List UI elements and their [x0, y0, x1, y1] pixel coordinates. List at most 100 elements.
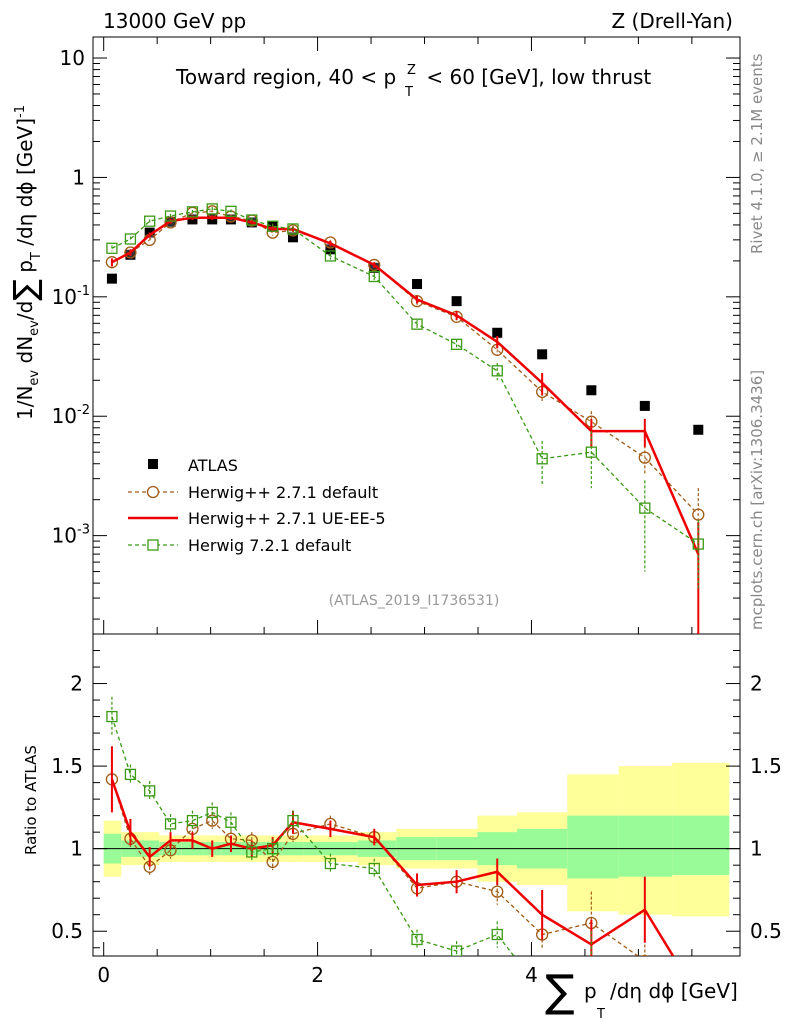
ratio-tick-label-right: 1.5: [750, 754, 782, 778]
ratio-line-herwig-7-2-1-default: [111, 716, 515, 956]
x-axis-title: ∑ p T /dη dϕ [GeV]: [545, 966, 738, 1022]
data-point-atlas: [412, 279, 423, 290]
data-point-atlas: [639, 400, 650, 411]
ratio-plot-frame: [92, 633, 741, 957]
y-tick-label: 10: [60, 46, 85, 70]
plot-title: Toward region, 40 < p Z T < 60 [GeV], lo…: [175, 63, 651, 100]
ratio-tick-label-right: 1: [750, 837, 763, 861]
data-point-herwig-7-2-1-default: [692, 538, 704, 550]
data-point-atlas: [537, 349, 548, 360]
x-axis-title-rest: /dη dϕ [GeV]: [610, 979, 738, 1003]
data-point-herwig-7-2-1-default: [267, 220, 279, 232]
x-tick-label: 0: [97, 963, 110, 987]
ratio-tick-label: 1.5: [51, 754, 83, 778]
plot-title-text: Toward region, 40 < p: [175, 65, 396, 89]
data-point-atlas: [693, 424, 704, 435]
ratio-point-herwig-7-2-1-default: [225, 816, 237, 828]
ratio-point-herwig-7-2-1-default: [586, 959, 596, 969]
data-point-herwig-7-2-1-default: [491, 365, 503, 377]
data-point-herwig-7-2-1-default: [450, 338, 463, 350]
data-point-herwig-2-7-1-default: [692, 508, 705, 521]
legend-marker-herwig-271-default: [146, 485, 160, 499]
legend-marker-herwig-721: [147, 539, 159, 551]
legend-entry-ue-ee-5: Herwig++ 2.7.1 UE-EE-5: [128, 509, 386, 528]
ratio-point-herwig-7-2-1-default: [450, 945, 463, 956]
x-axis-title-sub: T: [596, 1007, 605, 1022]
ratio-point-herwig-7-2-1-default: [287, 814, 299, 827]
band-inner-bin: [618, 815, 673, 877]
ratio-point-herwig-7-2-1-default: [324, 857, 337, 870]
data-point-herwig-2-7-1-default: [638, 451, 651, 464]
ratio-tick-label: 1: [70, 837, 83, 861]
x-axis-title-text: p: [584, 979, 597, 1003]
series-layer: [105, 203, 705, 969]
header-right: Z (Drell-Yan): [611, 9, 733, 33]
legend-entry-herwig-271-default: Herwig++ 2.7.1 default: [128, 483, 378, 502]
ratio-point-herwig-7-2-1-default: [368, 862, 380, 875]
series-line-herwig-2-7-1-ue-ee-5: [111, 216, 700, 555]
ratio-point-herwig-7-2-1-default: [164, 818, 177, 830]
x-tick-label: 2: [311, 963, 324, 987]
plot-title-sup: Z: [407, 63, 416, 78]
ratio-point-herwig-7-2-1-default: [246, 846, 258, 858]
data-point-herwig-7-2-1-default: [144, 215, 156, 227]
band-inner-bin: [672, 815, 730, 876]
legend: ATLAS Herwig++ 2.7.1 default Herwig++ 2.…: [128, 456, 386, 555]
ratio-tick-label-right: 0.5: [750, 919, 782, 943]
data-point-herwig-7-2-1-default: [324, 250, 337, 262]
data-point-herwig-7-2-1-default: [225, 205, 237, 217]
data-point-atlas: [451, 296, 462, 307]
data-point-herwig-7-2-1-default: [124, 233, 137, 245]
y-tick-label: 1: [72, 165, 85, 189]
data-point-herwig-7-2-1-default: [411, 318, 423, 330]
main-series-group: [105, 203, 705, 634]
y-axis-title-text: 1/Nev dNev/d∑ pT /dη dϕ [GeV]-1: [6, 105, 44, 420]
legend-label-herwig-721: Herwig 7.2.1 default: [188, 536, 351, 555]
legend-label-atlas: ATLAS: [188, 456, 238, 475]
legend-marker-atlas: [148, 459, 158, 469]
rivet-version-label: Rivet 4.1.0, ≥ 2.1M events: [748, 53, 766, 254]
data-point-herwig-7-2-1-default: [186, 206, 199, 218]
x-axis-sum-symbol: ∑: [545, 966, 575, 1017]
y-tick-label: 10-3: [52, 523, 90, 548]
data-point-atlas: [586, 385, 597, 396]
ratio-point-herwig-7-2-1-default: [144, 785, 156, 797]
data-point-herwig-7-2-1-default: [287, 223, 299, 235]
data-point-herwig-7-2-1-default: [368, 270, 380, 283]
data-point-atlas: [325, 244, 336, 255]
y-tick-label: 10-2: [52, 403, 90, 428]
ratio-point-herwig-7-2-1-default: [206, 806, 218, 818]
legend-label-ue-ee-5: Herwig++ 2.7.1 UE-EE-5: [188, 509, 386, 528]
ratio-tick-label: 2: [70, 672, 83, 696]
data-point-atlas: [492, 327, 503, 338]
ratio-point-herwig-7-2-1-default: [106, 710, 118, 723]
ratio-point-herwig-2-7-1-default: [641, 954, 649, 956]
x-tick-label: 4: [525, 963, 538, 987]
data-point-atlas: [106, 273, 117, 284]
plot-title-sub: T: [404, 85, 413, 100]
data-point-herwig-7-2-1-default: [106, 242, 118, 254]
data-point-herwig-7-2-1-default: [246, 214, 258, 226]
axes: 0 2 4 10 1 10-1 10-2 10-3 2 2 1.5 1.5 1 1 0.5 0.5: [51, 37, 782, 987]
ratio-axis-title: Ratio to ATLAS: [22, 745, 40, 855]
header-left: 13000 GeV pp: [103, 9, 246, 33]
ratio-tick-label: 0.5: [51, 919, 83, 943]
data-point-herwig-7-2-1-default: [536, 453, 548, 465]
legend-entry-herwig-721: Herwig 7.2.1 default: [128, 536, 351, 555]
y-tick-label: 10-1: [52, 284, 90, 309]
ratio-point-herwig-7-2-1-default: [186, 814, 199, 827]
mcplots-label: mcplots.cern.ch [arXiv:1306.3436]: [748, 370, 766, 630]
analysis-watermark: (ATLAS_2019_I1736531): [329, 593, 500, 609]
ratio-point-herwig-7-2-1-default: [491, 928, 503, 941]
data-point-herwig-7-2-1-default: [164, 210, 177, 222]
ratio-point-herwig-7-2-1-default: [267, 843, 279, 855]
y-axis-title: 1/Nev dNev/d∑ pT /dη dϕ [GeV]-1: [6, 105, 44, 420]
legend-entry-atlas: ATLAS: [148, 456, 238, 475]
ratio-point-herwig-2-7-1-default: [491, 885, 504, 898]
data-point-herwig-7-2-1-default: [639, 502, 651, 514]
data-point-atlas: [287, 232, 298, 243]
legend-label-herwig-271-default: Herwig++ 2.7.1 default: [188, 483, 378, 502]
plot-title-post: < 60 [GeV], low thrust: [420, 65, 651, 89]
ratio-series-group: [105, 696, 675, 969]
